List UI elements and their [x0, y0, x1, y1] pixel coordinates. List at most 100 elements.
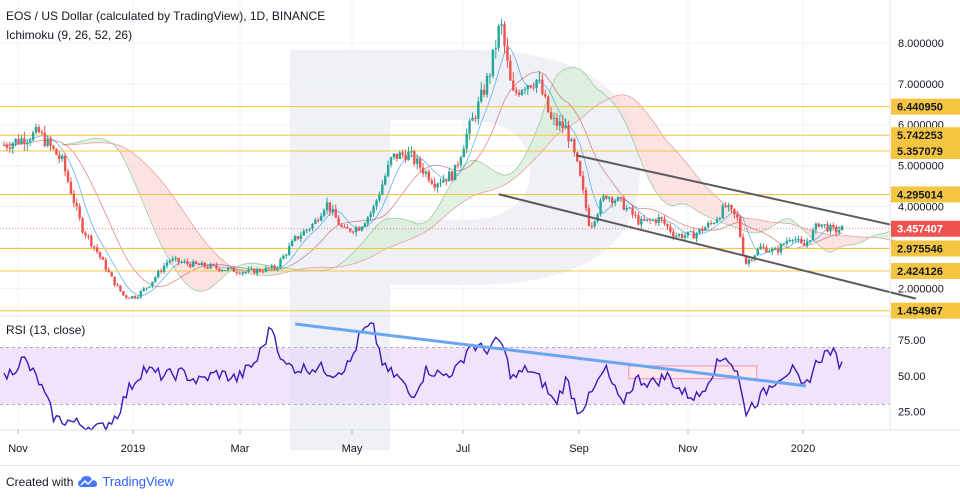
ichimoku-cloud-segment	[632, 97, 639, 155]
tradingview-brand[interactable]: TradingView	[77, 474, 174, 489]
candle-body	[20, 138, 23, 144]
candle-body	[194, 261, 198, 264]
candle-body	[334, 208, 337, 218]
chart-svg[interactable]: Nov2019MarMayJulSepNov20202.0000003.0000…	[0, 0, 960, 465]
level-badge	[891, 143, 960, 160]
candle-body	[514, 90, 518, 93]
candle-body	[130, 296, 134, 299]
candle-body	[709, 223, 713, 225]
candle-body	[58, 155, 61, 160]
candle-body	[634, 214, 637, 216]
ichimoku-cloud-segment	[463, 160, 470, 202]
ichimoku-cloud-segment	[655, 124, 662, 200]
candle-body	[81, 218, 84, 233]
candle-body	[340, 224, 343, 227]
candle-body	[532, 87, 535, 89]
candle-body	[698, 228, 701, 233]
candle-body	[613, 200, 617, 203]
ichimoku-cloud-segment	[370, 225, 377, 258]
candle-body	[183, 261, 186, 263]
candle-body	[666, 223, 669, 227]
candle-body	[125, 295, 128, 298]
y-tick-label: 7.000000	[898, 79, 944, 91]
candle-body	[747, 259, 751, 264]
candle-body	[372, 206, 375, 214]
level-badge	[891, 127, 960, 144]
candle-body	[811, 229, 815, 241]
candle-body	[567, 125, 570, 142]
candle-body	[293, 236, 297, 241]
ichimoku-cloud-segment	[102, 139, 109, 144]
candle-body	[730, 204, 733, 209]
ichimoku-cloud-segment	[650, 117, 656, 192]
candle-body	[835, 227, 838, 233]
candle-body	[808, 240, 812, 242]
candle-body	[535, 79, 538, 88]
candle-body	[491, 49, 495, 76]
candle-body	[197, 263, 201, 266]
candle-body	[49, 138, 52, 146]
candle-body	[599, 200, 602, 215]
candle-body	[104, 259, 108, 270]
candle-body	[485, 75, 489, 95]
rsi-y-tick-label: 75.00	[898, 335, 926, 347]
chart-area[interactable]: Nov2019MarMayJulSepNov20202.0000003.0000…	[0, 0, 960, 465]
candle-body	[773, 248, 777, 250]
candle-body	[477, 101, 480, 119]
candle-body	[474, 117, 477, 119]
candle-body	[593, 221, 596, 227]
candle-body	[803, 243, 806, 246]
candle-body	[573, 139, 576, 153]
candle-body	[226, 267, 230, 271]
candle-body	[154, 277, 157, 282]
candle-body	[421, 167, 425, 174]
ichimoku-cloud-segment	[481, 162, 488, 193]
candle-body	[707, 223, 710, 228]
candle-body	[619, 197, 623, 199]
candle-body	[72, 193, 76, 204]
candle-body	[631, 207, 634, 215]
candle-body	[672, 231, 675, 237]
candle-body	[223, 270, 227, 272]
candle-body	[733, 208, 736, 215]
candle-body	[165, 262, 169, 266]
ichimoku-cloud-segment	[190, 221, 197, 291]
candle-body	[471, 117, 474, 121]
rsi-y-tick-label: 25.00	[898, 406, 926, 418]
candle-body	[23, 138, 26, 145]
ichimoku-cloud-segment	[172, 195, 179, 275]
candle-body	[762, 246, 765, 248]
ichimoku-cloud-segment	[417, 223, 424, 237]
level-badge-label: 5.357079	[897, 146, 943, 158]
rsi-pane[interactable]	[0, 322, 890, 432]
candle-body	[509, 60, 512, 81]
ichimoku-cloud-segment	[353, 246, 360, 264]
candle-body	[75, 203, 78, 207]
candle-body	[529, 85, 532, 88]
ichimoku-cloud-segment	[783, 218, 790, 224]
candle-body	[378, 194, 381, 201]
candle-body	[273, 265, 276, 270]
y-tick-label: 2.000000	[898, 283, 944, 295]
candle-body	[55, 148, 58, 156]
candle-body	[418, 158, 422, 168]
candle-body	[584, 189, 588, 209]
candle-body	[750, 259, 754, 261]
candle-body	[357, 227, 361, 231]
ichimoku-cloud-segment	[376, 221, 383, 254]
ichimoku-cloud-segment	[364, 233, 371, 260]
candle-body	[384, 176, 387, 185]
candle-body	[209, 264, 212, 269]
candle-body	[119, 285, 122, 292]
ichimoku-cloud-segment	[510, 169, 517, 182]
level-badge-label: 2.424126	[897, 266, 943, 278]
candle-body	[826, 224, 829, 232]
candle-body	[264, 267, 268, 272]
ichimoku-cloud-segment	[487, 166, 493, 192]
price-pane[interactable]	[0, 0, 930, 430]
ichimoku-cloud-segment	[766, 221, 773, 230]
level-badge-label: 1.454967	[897, 306, 943, 318]
y-tick-label: 8.000000	[898, 38, 944, 50]
x-tick-label: Jul	[456, 443, 470, 455]
candle-body	[317, 219, 320, 221]
